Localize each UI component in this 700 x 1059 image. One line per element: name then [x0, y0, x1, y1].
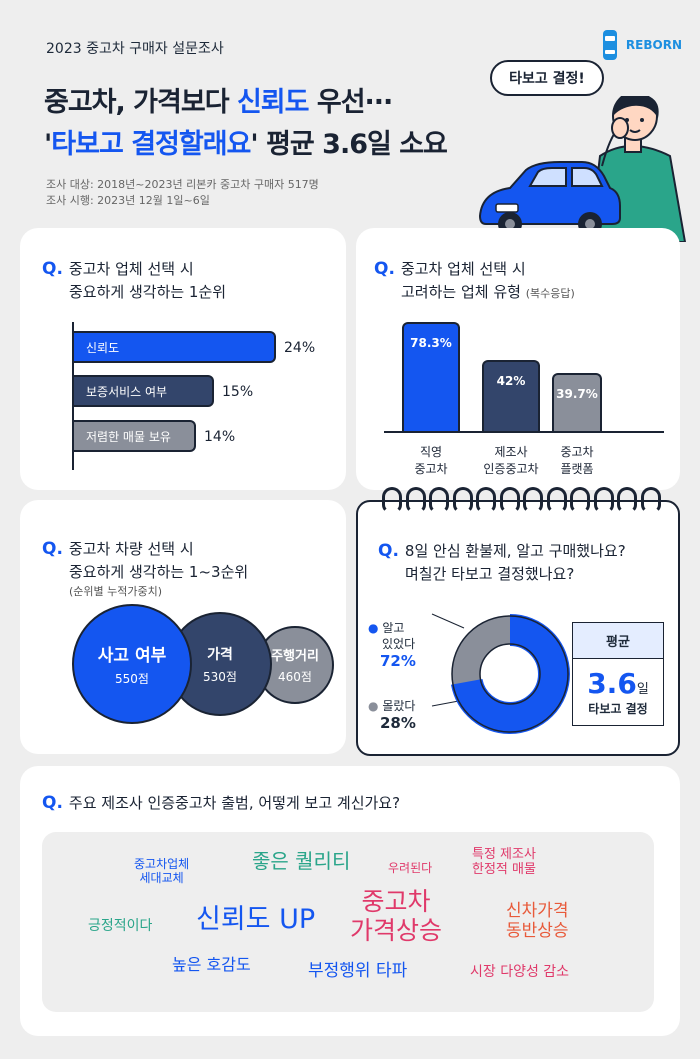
notebook-ring — [499, 487, 520, 513]
q1-value-2: 14% — [204, 429, 236, 445]
brand-logo: REBORN — [600, 28, 682, 62]
q1-axis — [72, 322, 74, 470]
q2-bar-0: 78.3% — [402, 322, 460, 431]
page-title-line1: 중고차, 가격보다 신뢰도 우선··· — [44, 87, 393, 118]
word-5: 신뢰도 UP — [196, 904, 316, 935]
q1-bar-1: 보증서비스 여부 — [74, 375, 214, 407]
q2-bar-2: 39.7% — [552, 373, 602, 431]
notebook-ring — [405, 487, 426, 513]
q4-average-box: 평균 3.6일 타보고 결정 — [572, 622, 664, 726]
q2-label-2: 중고차 플랫폼 — [560, 445, 594, 476]
card-refund-policy: Q. 8일 안심 환불제, 알고 구매했나요? 며칠간 타보고 결정했나요? ● … — [356, 500, 680, 756]
word-9: 부정행위 타파 — [308, 961, 408, 981]
q1-bar-0: 신뢰도 — [74, 331, 276, 363]
word-cloud: 중고차업체 세대교체 좋은 퀄리티 우려된다 특정 제조사 한정적 매물 긍정적이다… — [42, 832, 654, 1012]
q4-average-value: 3.6일 — [587, 667, 649, 700]
notebook-rings — [382, 487, 662, 515]
q4-average-caption: 타보고 결정 — [588, 702, 648, 716]
word-0: 중고차업체 세대교체 — [134, 857, 190, 885]
q3-circle-1: 가격 530점 — [168, 612, 272, 716]
notebook-ring — [452, 487, 473, 513]
q4-unknown: ● 몰랐다 28% — [368, 699, 416, 732]
word-4: 긍정적이다 — [88, 918, 153, 934]
q2-title: Q. 중고차 업체 선택 시 고려하는 업체 유형 (복수응답) — [374, 259, 575, 301]
card-company-type: Q. 중고차 업체 선택 시 고려하는 업체 유형 (복수응답) 78.3% 42… — [356, 228, 680, 490]
notebook-ring — [570, 487, 590, 513]
word-3: 특정 제조사 한정적 매물 — [472, 847, 536, 877]
q2-axis — [384, 431, 664, 433]
card-vehicle-priority: Q. 중고차 차량 선택 시 중요하게 생각하는 1~3순위 (순위별 누적가중치… — [20, 500, 346, 754]
q4-donut-known — [450, 614, 570, 734]
q3-title: Q. 중고차 차량 선택 시 중요하게 생각하는 1~3순위 (순위별 누적가중치… — [42, 539, 249, 598]
q4-average-title: 평균 — [573, 623, 663, 659]
notebook-ring — [523, 487, 543, 513]
q5-title: Q. 주요 제조사 인증중고차 출범, 어떻게 보고 계신가요? — [42, 793, 401, 813]
notebook-ring — [640, 487, 661, 513]
q3-circle-0: 사고 여부 550점 — [72, 604, 192, 724]
page-title-line2: '타보고 결정할래요' 평균 3.6일 소요 — [44, 129, 448, 160]
word-2: 우려된다 — [388, 861, 433, 875]
notebook-ring — [382, 487, 402, 513]
q1-bar-2: 저렴한 매물 보유 — [74, 420, 196, 452]
q1-title: Q. 중고차 업체 선택 시 중요하게 생각하는 1순위 — [42, 259, 227, 301]
survey-period: 조사 시행: 2023년 12월 1일~6일 — [46, 194, 210, 207]
q1-value-1: 15% — [222, 384, 254, 400]
car-logo-icon — [602, 30, 617, 60]
notebook-ring — [429, 487, 449, 513]
notebook-ring — [476, 487, 496, 513]
brand-name: REBORN — [625, 38, 682, 52]
card-certified-opinion: Q. 주요 제조사 인증중고차 출범, 어떻게 보고 계신가요? 중고차업체 세대교… — [20, 766, 680, 1036]
q2-label-0: 직영 중고차 — [414, 445, 448, 476]
q1-value-0: 24% — [284, 340, 316, 356]
q4-donut-chart — [431, 613, 570, 734]
word-1: 좋은 퀄리티 — [252, 849, 351, 873]
word-10: 시장 다양성 감소 — [470, 964, 570, 980]
notebook-ring — [617, 487, 637, 513]
notebook-ring — [546, 487, 567, 513]
q4-known: ● 알고 있었다 72% — [368, 621, 416, 670]
person-car-illustration — [478, 96, 687, 242]
survey-subtitle: 2023 중고차 구매자 설문조사 — [46, 41, 224, 57]
q4-title: Q. 8일 안심 환불제, 알고 구매했나요? 며칠간 타보고 결정했나요? — [378, 541, 626, 583]
q2-label-1: 제조사 인증중고차 — [483, 445, 539, 476]
survey-target: 조사 대상: 2018년~2023년 리본카 중고차 구매자 517명 — [46, 178, 319, 191]
notebook-ring — [593, 487, 614, 513]
card-company-priority: Q. 중고차 업체 선택 시 중요하게 생각하는 1순위 신뢰도 24% 보증서비… — [20, 228, 346, 490]
word-8: 높은 호감도 — [172, 955, 251, 974]
word-6: 중고차 가격상승 — [350, 887, 443, 945]
word-7: 신차가격 동반상승 — [506, 901, 569, 941]
speech-bubble: 타보고 결정! — [490, 60, 604, 96]
q2-bar-1: 42% — [482, 360, 540, 431]
